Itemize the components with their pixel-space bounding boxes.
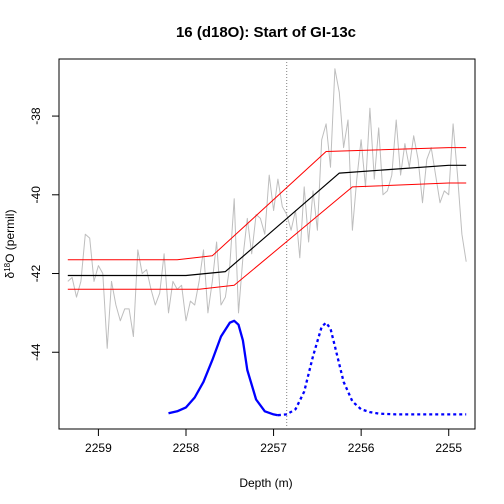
plot-marks [67, 59, 467, 429]
x-tick-label: 2257 [260, 441, 287, 455]
y-axis-label: δ18O (permil) [3, 210, 17, 279]
ramp-fit-line [67, 164, 467, 277]
x-tick-label: 2256 [348, 441, 375, 455]
y-tick-label: -38 [29, 107, 43, 125]
y-tick-label: -40 [29, 186, 43, 204]
x-axis-label: Depth (m) [239, 476, 292, 490]
x-tick-label: 2259 [85, 441, 112, 455]
ramp-upper-bound-line [67, 147, 467, 261]
end-density-curve [277, 321, 467, 417]
onset-density-curve [168, 319, 279, 417]
y-axis-label-rest: O (permil) [3, 210, 17, 263]
y-axis: -38 -40 -42 -44 [29, 107, 59, 361]
chart-title: 16 (d18O): Start of GI-13c [176, 24, 356, 41]
y-axis-label-delta: δ [3, 271, 17, 278]
x-tick-label: 2255 [435, 441, 462, 455]
plot-frame [58, 58, 476, 430]
y-tick-label: -44 [29, 343, 43, 361]
y-tick-label: -42 [29, 265, 43, 283]
y-axis-label-sup: 18 [3, 262, 12, 271]
ramp-lower-bound-line [67, 182, 467, 290]
x-axis: 2259 2258 2257 2256 2255 [85, 429, 462, 455]
x-tick-label: 2258 [173, 441, 200, 455]
raw-data-line [67, 68, 467, 349]
